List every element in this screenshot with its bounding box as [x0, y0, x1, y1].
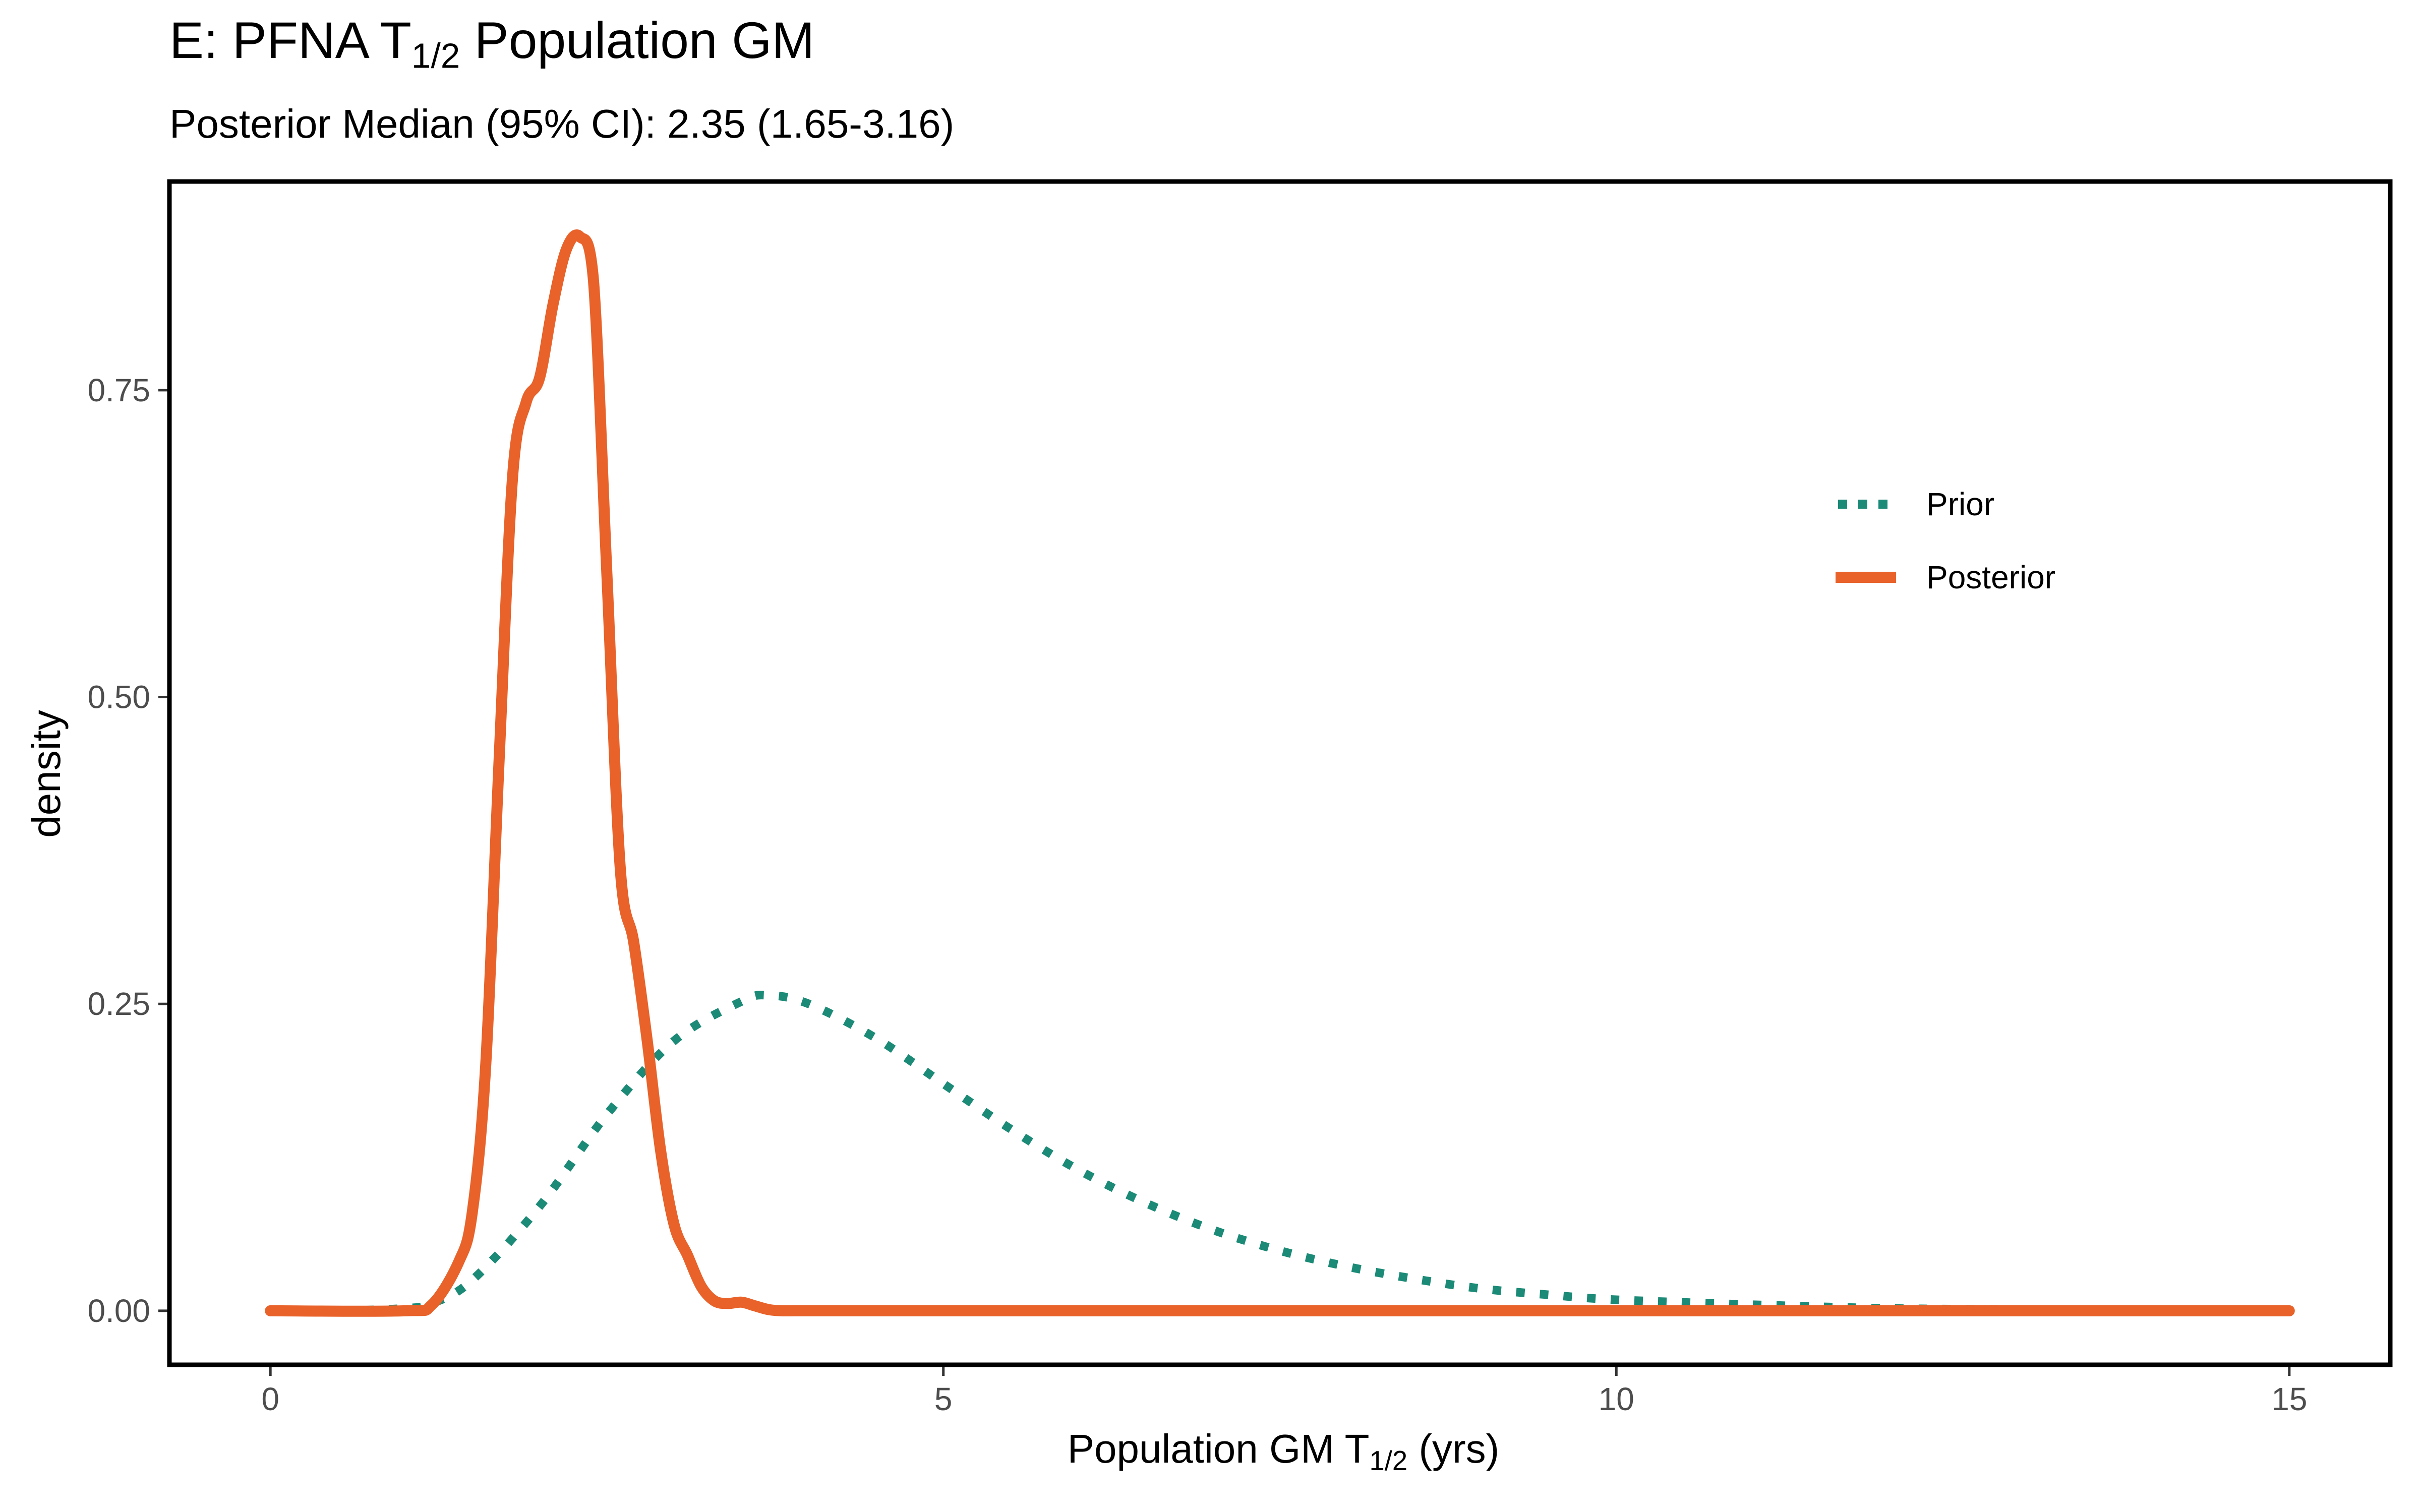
chart-title: E: PFNA T1/2 Population GM	[169, 12, 815, 76]
x-tick-label: 0	[261, 1381, 279, 1417]
legend-label-posterior: Posterior	[1926, 559, 2056, 595]
chart-subtitle: Posterior Median (95% CI): 2.35 (1.65-3.…	[169, 101, 955, 146]
legend-item-posterior: Posterior	[1836, 557, 2289, 597]
x-tick-label: 15	[2271, 1381, 2307, 1417]
x-axis-label: Population GM T1/2 (yrs)	[1067, 1426, 1500, 1477]
y-tick-label: 0.25	[87, 986, 150, 1022]
y-axis-label: density	[24, 710, 69, 838]
series-line-prior	[270, 991, 2289, 1315]
y-tick-label: 0.50	[87, 679, 150, 715]
x-tick-label: 5	[934, 1381, 953, 1417]
legend-key-posterior	[1836, 572, 1896, 583]
legend-item-prior: Prior	[1836, 484, 2289, 524]
y-tick-label: 0.75	[87, 372, 150, 408]
panel-border	[167, 179, 2393, 1367]
series-line-posterior	[265, 229, 2295, 1317]
legend-key-prior	[1838, 500, 1894, 509]
x-tick-label: 10	[1599, 1381, 1634, 1417]
y-tick-label: 0.00	[87, 1293, 150, 1329]
legend-label-prior: Prior	[1926, 486, 1995, 522]
